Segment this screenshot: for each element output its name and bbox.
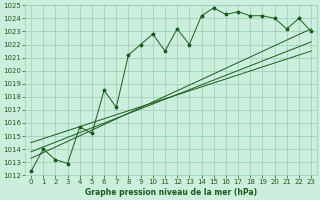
X-axis label: Graphe pression niveau de la mer (hPa): Graphe pression niveau de la mer (hPa)	[85, 188, 257, 197]
